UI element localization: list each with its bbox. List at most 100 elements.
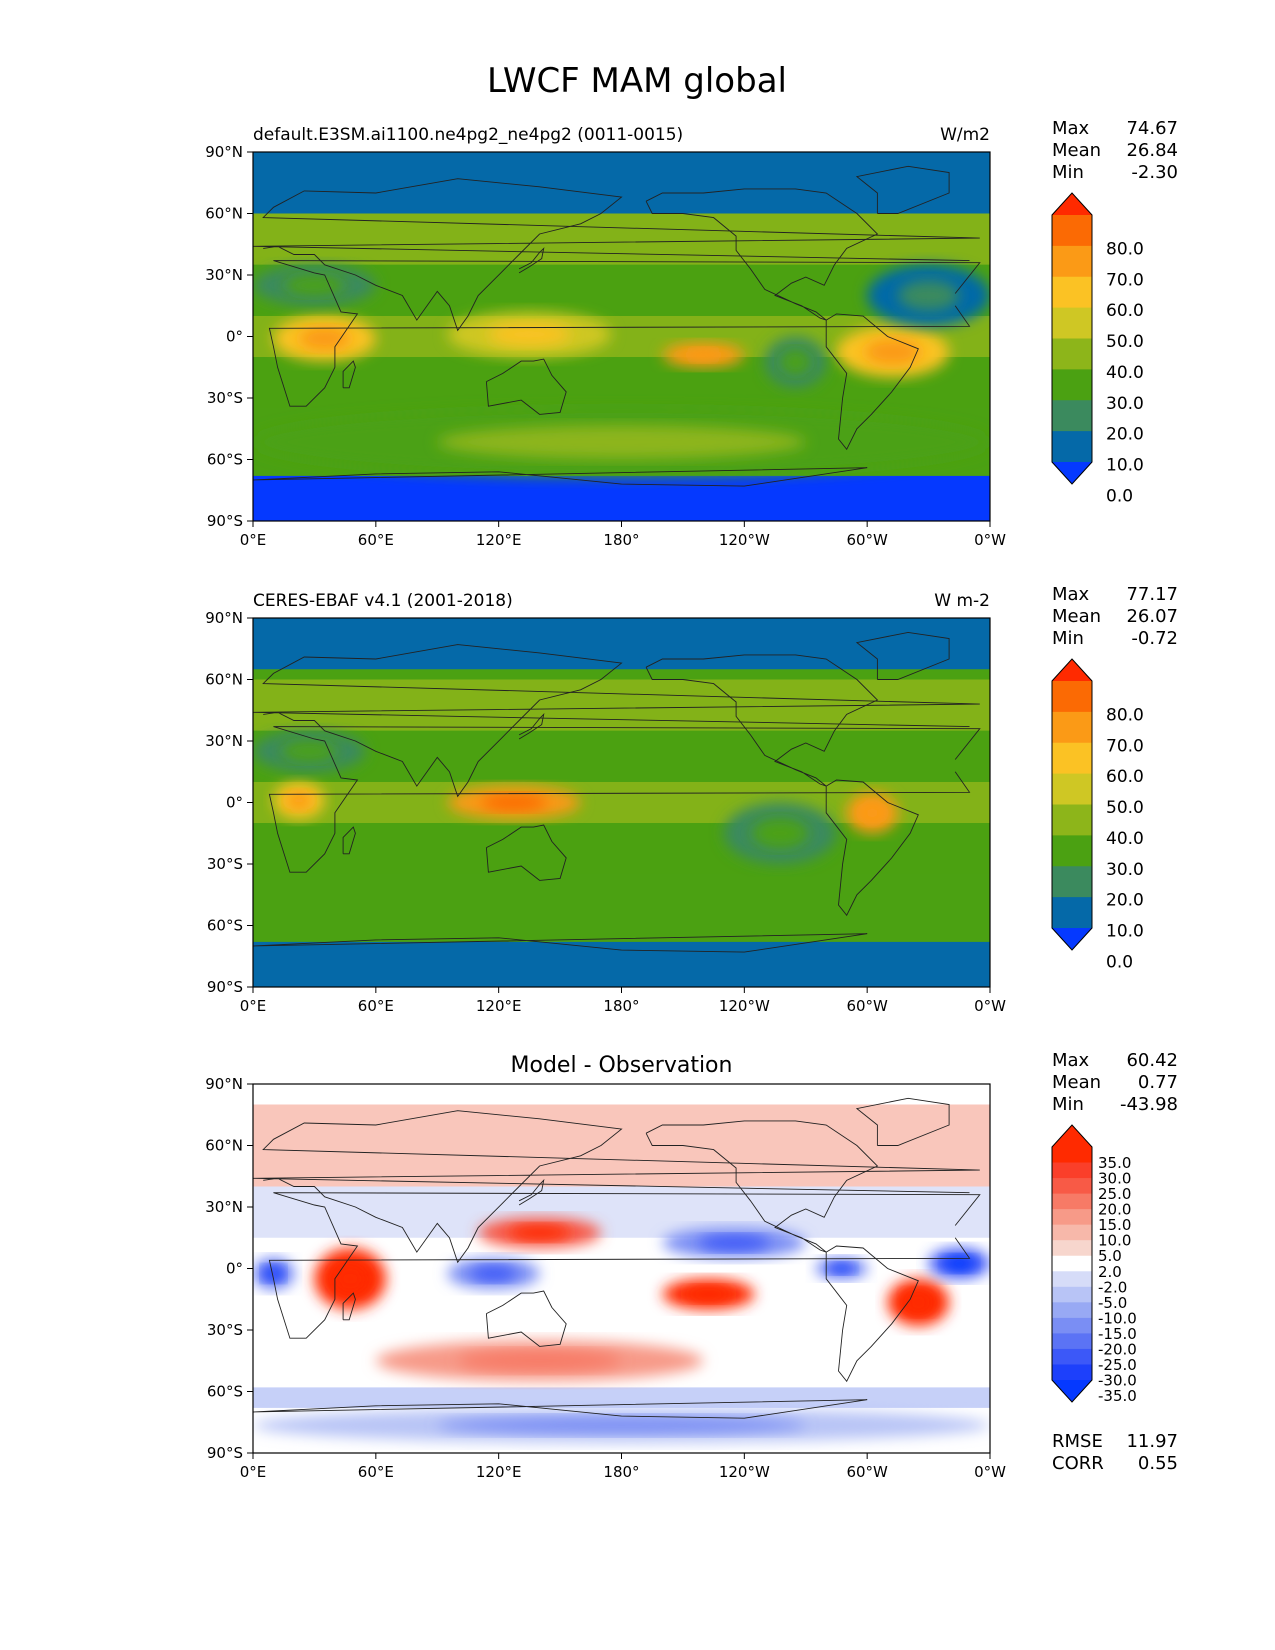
region-core-southern-ocean-positive [457,1350,622,1371]
y-tick-label: 60°N [205,205,243,223]
y-tick-label: 0° [226,328,243,346]
zonal-band [253,1387,990,1408]
coastline-segment [485,358,567,415]
stat-label: RMSE [1052,1431,1103,1452]
coastlines [253,165,981,487]
region-core-east-pacific-dry [780,349,811,375]
colorbar-segment [1052,711,1092,744]
region-core-amazon [859,802,886,823]
colorbar-label: 20.0 [1106,891,1144,911]
figure-title: LWCF MAM global [487,61,787,101]
colorbar-label: 80.0 [1106,705,1144,725]
map-field [253,1084,990,1453]
stat-value: 0.55 [1138,1453,1178,1474]
region-core-sahara-arabia [283,275,346,296]
colorbar-outline [1051,658,1093,951]
colorbar: 35.030.025.020.015.010.05.02.0-2.0-5.0-1… [1051,1124,1137,1405]
coastlines [253,1097,981,1419]
region-core-central-pacific-max [682,348,724,362]
coastline-segment [253,644,980,798]
colorbar-label: -10.0 [1098,1309,1137,1327]
coastline-segment [825,779,919,917]
colorbar-label: 40.0 [1106,363,1144,383]
colorbar-segment [1052,400,1092,432]
colorbar-segment [1052,245,1092,278]
region-core-maritime-continent [480,794,548,811]
region-core-north-pacific-negative [698,1235,770,1251]
x-tick-label: 60°E [358,997,394,1015]
coastline-segment [253,1399,868,1419]
stat-label: Mean [1052,140,1101,161]
region-core-east-pacific-dry [752,817,809,849]
colorbar-segment [1052,1193,1092,1210]
stat-value: 11.97 [1126,1431,1178,1452]
y-tick-label: 90°S [207,1444,243,1462]
colorbar-segment [1052,1317,1092,1334]
coastlines [253,631,981,953]
x-tick-label: 180° [603,1463,639,1481]
x-tick-label: 120°W [719,1463,770,1481]
colorbar-segment [1052,804,1092,836]
x-tick-label: 60°E [358,1463,394,1481]
colorbar-label: 10.0 [1106,456,1144,476]
colorbar-label: 20.0 [1098,1201,1131,1219]
colorbar-segment [1052,1178,1092,1195]
y-tick-label: 90°N [205,609,243,627]
stat-value: -0.72 [1131,628,1178,649]
colorbar-label: -30.0 [1098,1372,1137,1390]
coastline-segment [253,178,980,332]
colorbar-arrow-bottom [1052,1380,1092,1402]
colorbar-outline [1051,1124,1093,1403]
colorbar-label: 25.0 [1098,1185,1131,1203]
region-polar-south [253,475,990,521]
colorbar-label: -5.0 [1098,1294,1127,1312]
coastline-segment [518,713,545,740]
colorbar-label: 15.0 [1098,1216,1131,1234]
stat-label: CORR [1052,1453,1104,1474]
colorbar-segment [1052,773,1092,805]
stat-value: -2.30 [1131,162,1178,183]
region-core-west-africa-negative [263,1265,284,1282]
y-tick-label: 60°S [207,451,243,469]
stat-value: 26.84 [1126,140,1178,161]
y-tick-label: 30°S [207,855,243,873]
colorbar-segment [1052,1255,1092,1272]
zonal-band [253,264,990,316]
region-polar-north [253,618,990,670]
y-tick-label: 60°N [205,1137,243,1155]
colorbar-label: 10.0 [1106,922,1144,942]
map-field [253,152,990,521]
stat-label: Mean [1052,1072,1101,1093]
coastline-segment [253,1110,980,1264]
y-tick-label: 30°S [207,1321,243,1339]
panel-test-model: 0°E 60°E 120°E 180° 120°W 60°W 0°W 90°N 60°N 30°N… [205,118,1178,549]
colorbar-segment [1052,681,1092,713]
region-core-antarctic-negative [437,1416,806,1435]
colorbar-segment [1052,1302,1092,1319]
coastline-segment [342,826,356,855]
x-tick-label: 60°W [846,1463,888,1481]
y-tick-label: 0° [226,1260,243,1278]
region-core-east-africa-positive [332,1263,369,1295]
colorbar-label: -2.0 [1098,1278,1127,1296]
colorbar-arrow-top [1052,1125,1092,1147]
colorbar-segment [1052,369,1092,401]
zonal-band [253,1104,990,1187]
colorbar-label: -35.0 [1098,1387,1137,1405]
colorbar-segment [1052,307,1092,339]
colorbar-label: 2.0 [1098,1263,1122,1281]
colorbar-label: 20.0 [1106,425,1144,445]
stat-value: -43.98 [1120,1094,1178,1115]
region-polar-north [253,152,990,214]
y-tick-label: 60°N [205,671,243,689]
region-core-central-africa [286,791,312,810]
y-tick-label: 30°S [207,389,243,407]
panel-title: Model - Observation [511,1053,733,1078]
colorbar-label: 50.0 [1106,798,1144,818]
colorbar-segment [1052,1364,1092,1381]
region-core-central-pacific-positive [685,1286,732,1302]
stat-value: 0.77 [1138,1072,1178,1093]
colorbar: 80.0 70.0 60.0 50.0 40.0 30.0 20.0 10.0 0.0 [1051,658,1144,972]
region-core-atlantic-negative [943,1255,975,1272]
colorbar-segment [1052,742,1092,775]
